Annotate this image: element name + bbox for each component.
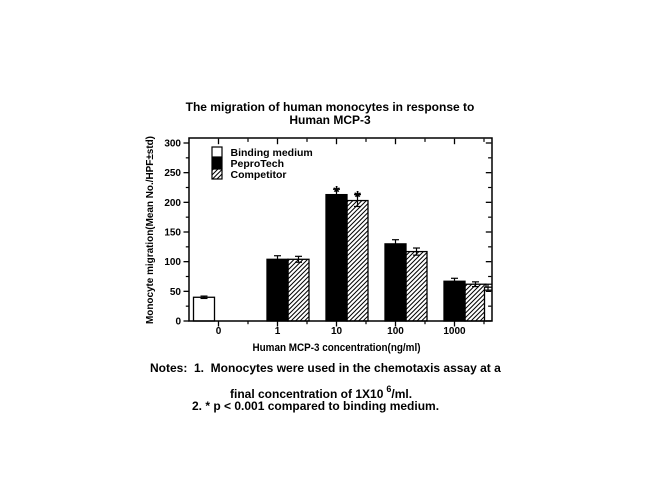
chart-title: The migration of human monocytes in resp… (130, 101, 530, 127)
significance-asterisk-peprotech: * (333, 182, 340, 201)
x-tick-label: 0 (216, 326, 222, 337)
legend-label-binding-medium: Binding medium (231, 147, 313, 159)
notes-line2-text: final concentration of 1X10 (230, 387, 384, 401)
x-tick-label: 10 (331, 326, 343, 337)
error-bar-binding-medium-0 (200, 295, 208, 300)
bar-peprotech-1 (266, 258, 289, 322)
error-bar-peprotech-100 (392, 239, 399, 249)
x-tick-label: 1000 (443, 326, 466, 337)
bars-group (192, 188, 492, 322)
bar-competitor-10 (346, 199, 369, 322)
y-tick-label: 200 (164, 198, 181, 209)
error-bar-competitor-1 (295, 255, 302, 263)
plot-frame (188, 137, 493, 322)
legend-swatch-competitor (211, 168, 223, 180)
legend-label-competitor: Competitor (231, 169, 287, 181)
error-bar-competitor-1000 (472, 281, 479, 288)
chart-title-line1: The migration of human monocytes in resp… (185, 100, 475, 114)
y-axis: 0 50 100 150 200 250 300 (164, 139, 492, 328)
bar-peprotech-100 (384, 243, 407, 322)
bar-binding-medium-0 (192, 296, 216, 322)
notes-line2-suffix: /ml. (391, 387, 413, 401)
y-tick-label: 300 (164, 139, 181, 150)
y-axis-title: Monocyte migration(Mean No./HPF±std) (144, 136, 156, 324)
y-tick-label: 0 (175, 317, 181, 328)
y-tick-label: 100 (164, 257, 181, 268)
legend-swatch-binding-medium (211, 146, 223, 158)
notes-line2-superscript: 6 (386, 384, 392, 394)
notes-line3: 2. * p < 0.001 compared to binding mediu… (192, 399, 440, 413)
bar-binding-medium-clipped (483, 286, 492, 321)
y-tick-label: 150 (164, 228, 181, 239)
bar-competitor-100 (405, 250, 428, 322)
bar-competitor-1000 (464, 283, 487, 322)
legend-label-peprotech: PeproTech (231, 158, 284, 170)
error-bar-peprotech-1000 (451, 277, 458, 285)
bar-peprotech-1000 (443, 280, 466, 322)
y-tick-label: 50 (170, 287, 182, 298)
error-bar-peprotech-1 (274, 255, 281, 264)
x-axis-title: Human MCP-3 concentration(ng/ml) (253, 342, 421, 354)
error-bar-peprotech-10 (333, 188, 340, 201)
y-tick-label: 250 (164, 168, 181, 179)
chart-title-line2: Human MCP-3 (289, 113, 371, 127)
x-axis: 0 1 10 100 1000 (216, 138, 485, 337)
clipped-extra-bar (483, 283, 492, 321)
significance-asterisk-competitor: * (354, 188, 361, 207)
error-bar-competitor-100 (413, 247, 420, 256)
x-tick-label: 1 (275, 326, 281, 337)
legend-swatch-peprotech (211, 157, 223, 169)
bar-competitor-1 (287, 258, 310, 322)
error-bar-clipped (484, 283, 492, 291)
x-tick-label: 100 (387, 326, 404, 337)
notes-line1: Notes: 1. Monocytes were used in the che… (150, 361, 501, 375)
bar-peprotech-10 (325, 193, 348, 322)
error-bar-competitor-10 (354, 194, 361, 208)
notes-line2: final concentration of 1X10 6/ml. (230, 384, 413, 401)
